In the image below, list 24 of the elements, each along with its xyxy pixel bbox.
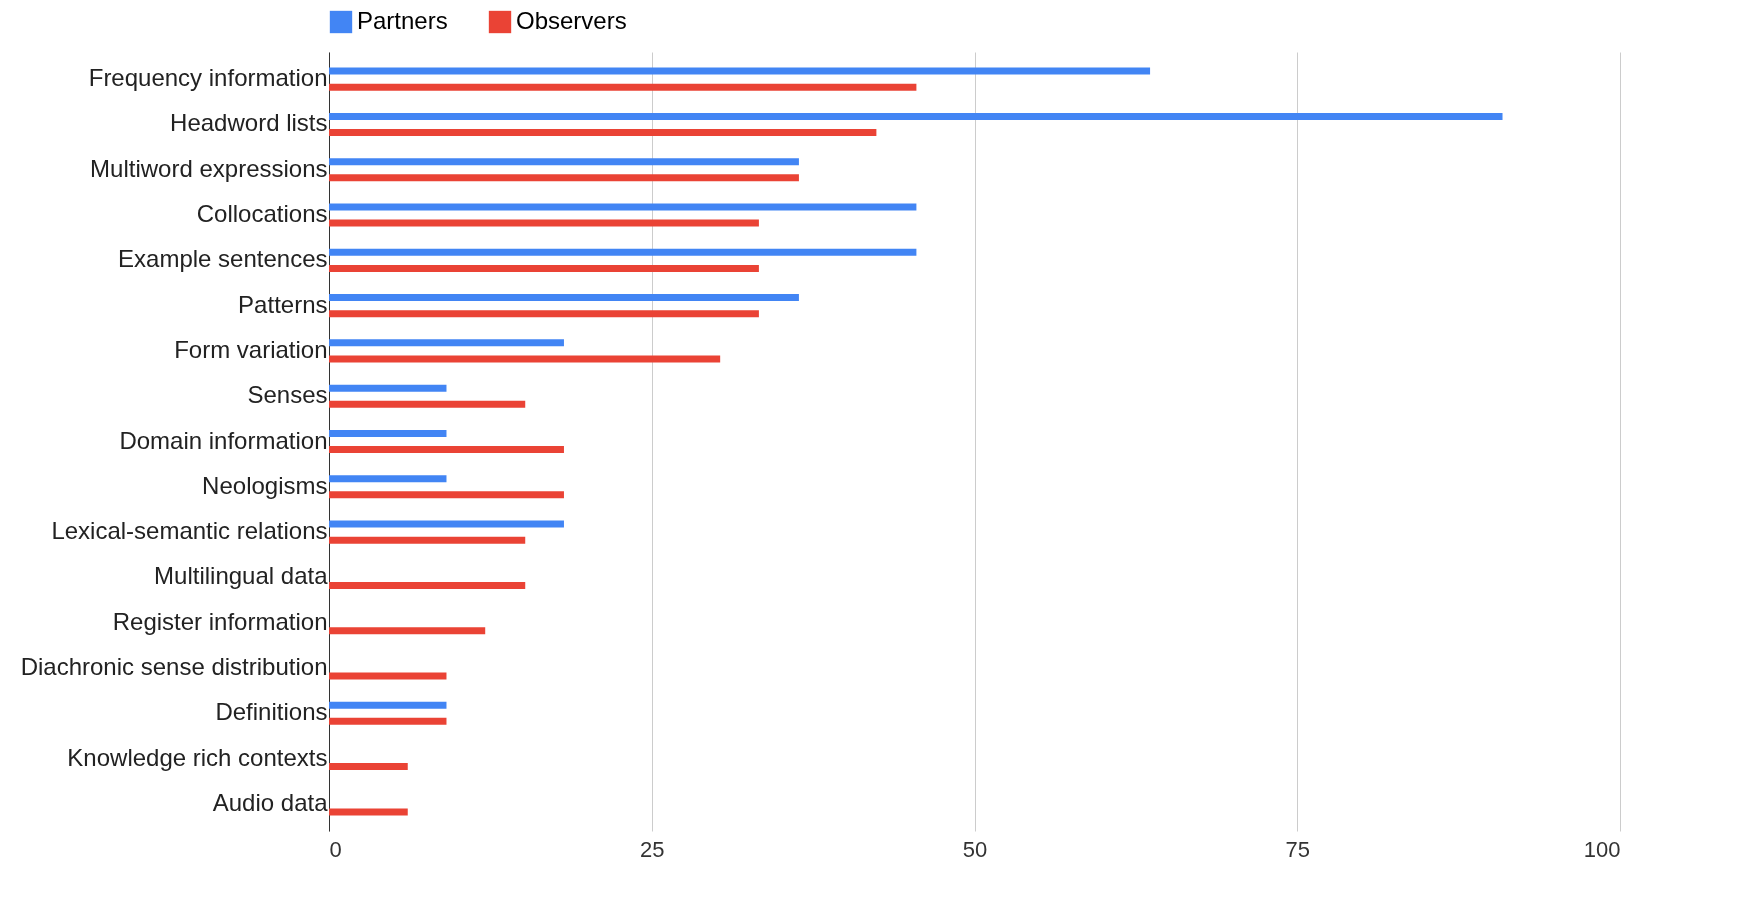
legend-label: Partners: [357, 7, 448, 34]
x-tick-label: 50: [962, 836, 988, 862]
y-tick-label: Audio data: [212, 788, 329, 816]
y-tick-label: Multilingual data: [154, 562, 329, 590]
legend-label: Observers: [516, 7, 627, 34]
y-tick-label: Diachronic sense distribution: [20, 652, 328, 680]
y-tick-label: Knowledge rich contexts: [67, 743, 328, 771]
y-tick-label: Lexical-semantic relations: [51, 517, 328, 545]
y-tick-label: Multiword expressions: [90, 154, 328, 182]
y-tick-label: Neologisms: [202, 471, 328, 499]
y-tick-label: Definitions: [215, 698, 328, 726]
x-tick-label: 100: [1583, 836, 1621, 862]
x-tick-label: 0: [329, 836, 342, 862]
y-tick-label: Patterns: [238, 290, 328, 318]
x-tick-label: 75: [1285, 836, 1310, 862]
y-tick-label: Senses: [247, 381, 328, 409]
y-tick-label: Domain information: [119, 426, 328, 454]
y-tick-label: Headword lists: [170, 109, 328, 137]
x-tick-label: 25: [640, 836, 665, 862]
y-tick-label: Register information: [112, 607, 328, 635]
y-tick-label: Frequency information: [88, 64, 328, 92]
y-tick-label: Collocations: [196, 200, 328, 228]
y-tick-label: Example sentences: [118, 245, 328, 273]
y-tick-label: Form variation: [174, 335, 328, 363]
